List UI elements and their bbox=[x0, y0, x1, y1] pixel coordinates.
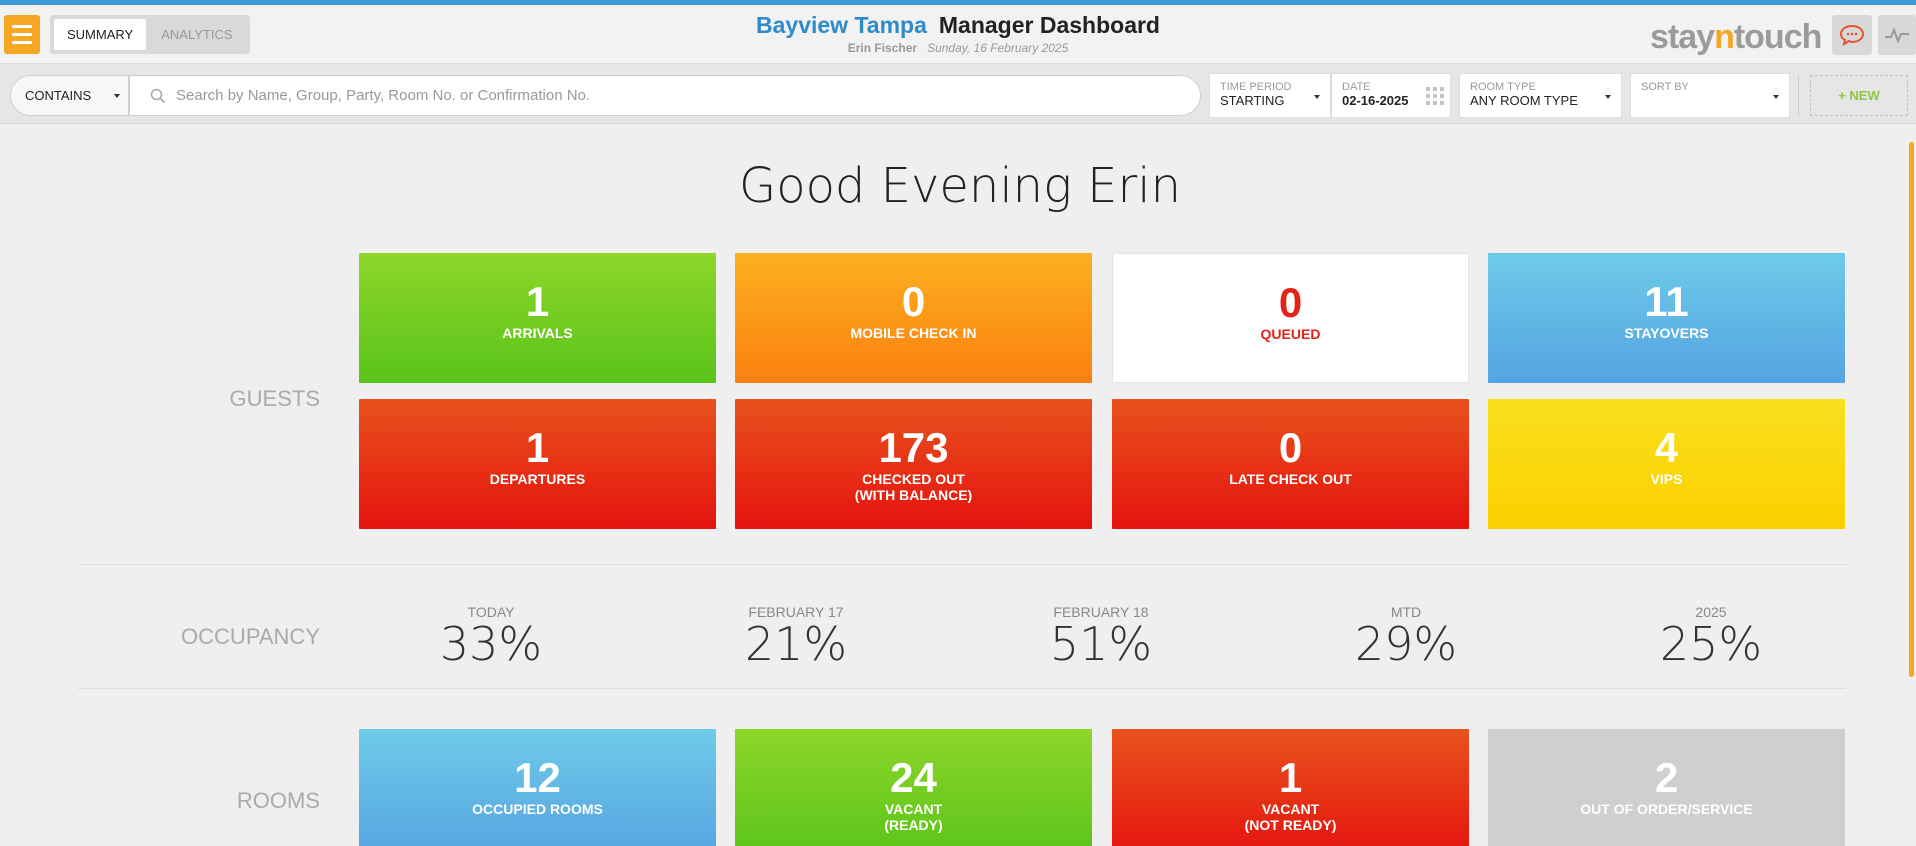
vacant-ready-tile[interactable]: 24 VACANT (READY) bbox=[735, 729, 1092, 846]
search-input[interactable] bbox=[176, 87, 1176, 104]
search-box bbox=[129, 75, 1201, 116]
business-date: Sunday, 16 February 2025 bbox=[927, 41, 1069, 55]
occupancy-february-17: FEBRUARY 17 21% bbox=[744, 604, 848, 671]
chat-icon[interactable] bbox=[1832, 15, 1872, 55]
page-title-block: Bayview Tampa Manager Dashboard Erin Fisc… bbox=[0, 10, 1916, 56]
calendar-icon bbox=[1426, 87, 1444, 105]
vips-tile[interactable]: 4 VIPS bbox=[1488, 399, 1845, 529]
search-toolbar: CONTAINS TIME PERIOD STARTING DATE 02-16… bbox=[0, 64, 1916, 124]
stayntouch-logo: stayntouch bbox=[1650, 18, 1822, 56]
tab-summary[interactable]: SUMMARY bbox=[54, 19, 147, 50]
search-mode-select[interactable]: CONTAINS bbox=[10, 75, 129, 116]
stayovers-tile[interactable]: 11 STAYOVERS bbox=[1488, 253, 1845, 383]
mobile-check-in-tile[interactable]: 0 MOBILE CHECK IN bbox=[735, 253, 1092, 383]
guests-section-label: GUESTS bbox=[229, 386, 320, 411]
page-scrollbar[interactable] bbox=[1909, 142, 1914, 677]
activity-icon[interactable] bbox=[1878, 15, 1916, 55]
dashboard-tabs: SUMMARY ANALYTICS bbox=[50, 15, 250, 54]
page-title: Manager Dashboard bbox=[938, 12, 1160, 38]
departures-tile[interactable]: 1 DEPARTURES bbox=[359, 399, 716, 529]
section-divider bbox=[78, 688, 1846, 689]
occupied-rooms-tile[interactable]: 12 OCCUPIED ROOMS bbox=[359, 729, 716, 846]
hotel-name: Bayview Tampa bbox=[756, 12, 927, 38]
tab-analytics[interactable]: ANALYTICS bbox=[161, 27, 233, 42]
out-of-order-tile[interactable]: 2 OUT OF ORDER/SERVICE bbox=[1488, 729, 1845, 846]
app-header: SUMMARY ANALYTICS Bayview Tampa Manager D… bbox=[0, 5, 1916, 64]
sort-by-select[interactable]: SORT BY bbox=[1630, 73, 1790, 118]
room-type-select[interactable]: ROOM TYPE ANY ROOM TYPE bbox=[1459, 73, 1622, 118]
queued-tile[interactable]: 0 QUEUED bbox=[1112, 253, 1469, 383]
top-accent-bar bbox=[0, 0, 1916, 5]
late-check-out-tile[interactable]: 0 LATE CHECK OUT bbox=[1112, 399, 1469, 529]
search-icon bbox=[150, 88, 166, 103]
new-reservation-button[interactable]: + NEW bbox=[1810, 75, 1908, 116]
date-picker[interactable]: DATE 02-16-2025 bbox=[1331, 73, 1451, 118]
menu-icon[interactable] bbox=[4, 15, 40, 54]
checked-out-with-balance-tile[interactable]: 173 CHECKED OUT (WITH BALANCE) bbox=[735, 399, 1092, 529]
occupancy-mtd: MTD 29% bbox=[1354, 604, 1458, 671]
rooms-section-label: ROOMS bbox=[236, 788, 320, 813]
toolbar-divider bbox=[1798, 75, 1799, 116]
vacant-not-ready-tile[interactable]: 1 VACANT (NOT READY) bbox=[1112, 729, 1469, 846]
user-name: Erin Fischer bbox=[847, 41, 918, 55]
occupancy-today: TODAY 33% bbox=[439, 604, 543, 671]
section-divider bbox=[78, 564, 1846, 565]
greeting-heading: Good Evening Erin bbox=[739, 158, 1181, 214]
time-period-select[interactable]: TIME PERIOD STARTING bbox=[1209, 73, 1331, 118]
occupancy-section-label: OCCUPANCY bbox=[181, 624, 320, 649]
occupancy-february-18: FEBRUARY 18 51% bbox=[1049, 604, 1153, 671]
occupancy-year: 2025 25% bbox=[1659, 604, 1763, 671]
arrivals-tile[interactable]: 1 ARRIVALS bbox=[359, 253, 716, 383]
